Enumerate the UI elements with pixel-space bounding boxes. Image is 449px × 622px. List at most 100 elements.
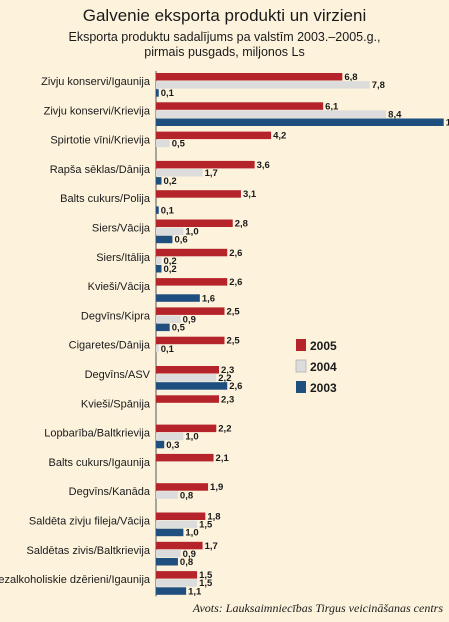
- value-label-2003: 0,3: [166, 440, 179, 451]
- bar-2005: [156, 483, 209, 491]
- category-label: Balts cukurs/Igaunija: [49, 457, 151, 469]
- value-label-2003: 0,1: [161, 205, 175, 216]
- category-label: Spirtotie vīni/Krievija: [50, 135, 151, 147]
- bar-2004: [156, 579, 198, 587]
- bar-2005: [156, 571, 198, 579]
- bar-2005: [156, 541, 203, 550]
- legend-swatch-2004: [295, 359, 307, 373]
- value-label-2003: 1,6: [202, 293, 215, 304]
- value-label-2005: 2,5: [227, 336, 241, 347]
- bar-2003: [156, 440, 165, 449]
- chart-source: Avots: Lauksaimniecības Tirgus veicināša…: [192, 601, 443, 615]
- category-label: Cigaretes/Dānija: [69, 340, 151, 352]
- legend-swatch-2003: [296, 381, 306, 393]
- value-label-2004: 0,1: [161, 344, 175, 355]
- bar-2003: [156, 323, 170, 332]
- bar-2005: [156, 336, 225, 345]
- value-label-2003: 1,1: [188, 586, 202, 597]
- value-label-2004: 1,0: [185, 432, 198, 443]
- value-label-2003: 2,6: [229, 381, 242, 392]
- bar-2003: [156, 294, 200, 302]
- value-label-2004: 0,8: [180, 490, 193, 501]
- value-label-2005: 2,2: [218, 424, 231, 435]
- value-label-2005: 1,8: [207, 512, 220, 523]
- bar-2004: [156, 549, 181, 558]
- value-label-2005: 2,8: [235, 219, 248, 230]
- bar-2004: [156, 344, 159, 353]
- bar-2003: [156, 206, 159, 214]
- value-label-2005: 6,8: [344, 72, 357, 83]
- category-label: Zivju konservi/Krievija: [44, 105, 151, 117]
- bar-2004: [156, 374, 217, 382]
- category-label: Kvieši/Vācija: [88, 281, 151, 293]
- value-label-2004: 0,2: [163, 256, 176, 267]
- bar-2004: [156, 139, 170, 148]
- bar-2005: [156, 73, 343, 81]
- bar-2005: [156, 453, 214, 462]
- value-label-2005: 3,6: [257, 160, 270, 171]
- bar-2005: [156, 160, 255, 169]
- category-label: Degvīns/Kipra: [81, 310, 151, 322]
- value-label-2005: 1,7: [205, 541, 218, 552]
- bar-2004: [156, 110, 387, 118]
- bar-2004: [156, 169, 203, 177]
- category-label: Bezalkoholiskie dzērieni/Igaunija: [0, 574, 151, 586]
- category-label: Degvīns/Kanāda: [69, 486, 151, 498]
- value-label-2005: 2,5: [227, 306, 241, 317]
- bar-2004: [156, 520, 198, 529]
- bar-2003: [156, 235, 173, 244]
- bar-2004: [156, 81, 370, 89]
- bar-2005: [156, 190, 241, 198]
- bar-2005: [156, 395, 220, 403]
- value-label-2004: 2,2: [218, 373, 231, 384]
- value-label-2005: 3,1: [243, 189, 257, 200]
- category-label: Siers/Vācija: [92, 223, 151, 235]
- value-label-2004: 0,9: [183, 549, 196, 560]
- bar-2003: [156, 89, 159, 97]
- category-label: Degvīns/ASV: [85, 369, 151, 381]
- legend-swatch-2005: [296, 339, 306, 351]
- bar-2005: [156, 366, 220, 374]
- bar-2005: [156, 424, 217, 433]
- bar-2003: [156, 587, 187, 595]
- value-label-2005: 4,2: [273, 131, 286, 142]
- value-label-2004: 8,4: [388, 109, 402, 120]
- bar-2004: [156, 256, 162, 265]
- value-label-2003: 0,2: [163, 176, 176, 187]
- chart-subtitle-line-1: Eksporta produktu sadalījums pa valstīm …: [68, 30, 381, 44]
- value-label-2003: 10,5: [446, 118, 449, 129]
- value-label-2005: 2,6: [229, 277, 242, 288]
- value-label-2003: 1,0: [185, 528, 198, 539]
- value-label-2004: 1,7: [205, 168, 218, 179]
- bar-2003: [156, 265, 162, 273]
- bar-2004: [156, 491, 178, 499]
- value-label-2005: 2,3: [221, 365, 234, 376]
- bar-2003: [156, 528, 184, 537]
- chart-subtitle-line-2: pirmais pusgads, miljonos Ls: [144, 45, 305, 59]
- category-label: Rapša sēklas/Dānija: [50, 164, 151, 176]
- category-label: Saldētas zivis/Baltkrievija: [27, 545, 151, 557]
- bar-2005: [156, 219, 233, 227]
- value-label-2003: 0,6: [174, 235, 187, 246]
- category-label: Saldēta zivju fileja/Vācija: [29, 516, 151, 528]
- bar-2004: [156, 227, 184, 236]
- value-label-2005: 1,9: [210, 482, 223, 493]
- category-label: Kvieši/Spānija: [81, 398, 151, 410]
- value-label-2003: 0,8: [180, 557, 193, 568]
- value-label-2003: 0,1: [161, 88, 175, 99]
- bar-2005: [156, 131, 272, 140]
- value-label-2005: 2,1: [216, 453, 230, 464]
- bar-2004: [156, 315, 181, 323]
- bar-2003: [156, 382, 228, 390]
- value-label-2004: 0,9: [183, 315, 196, 326]
- bar-2003: [156, 118, 444, 126]
- category-label: Balts cukurs/Polija: [60, 193, 151, 205]
- value-label-2004: 1,0: [185, 227, 198, 238]
- chart-subtitle: Eksporta produktu sadalījums pa valstīm …: [0, 30, 449, 60]
- value-label-2004: 1,5: [199, 578, 213, 589]
- bar-2003: [156, 558, 178, 566]
- category-label: Siers/Itālija: [96, 252, 151, 264]
- bar-2005: [156, 102, 324, 110]
- category-label: Lopbarība/Baltkrievija: [44, 428, 151, 440]
